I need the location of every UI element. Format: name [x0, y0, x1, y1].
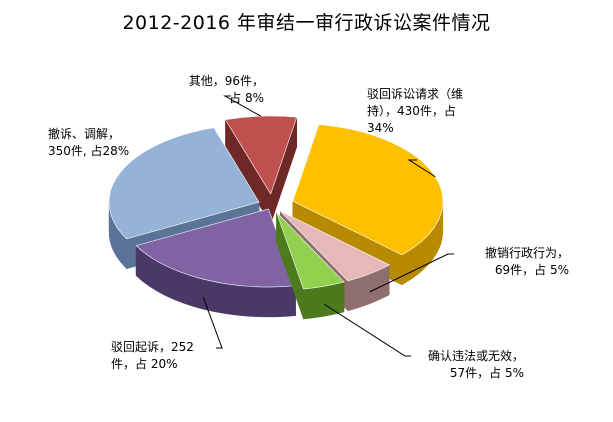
chart-title: 2012-2016 年审结一审行政诉讼案件情况 — [122, 12, 491, 34]
leader-line — [202, 297, 223, 349]
leader-line — [369, 253, 454, 293]
pie-slice-dismiss-suit — [135, 208, 296, 318]
data-label-withdraw-mediation: 撤诉、调解， 350件, 占28% — [48, 127, 130, 158]
leader-line — [323, 303, 411, 357]
pie-slice-confirm-illegal — [276, 211, 345, 320]
pie-slice-other — [224, 115, 298, 225]
leader-line — [407, 159, 436, 178]
data-label-confirm-illegal: 确认违法或无效， 57件，占 5% — [427, 349, 524, 380]
data-label-other: 其他，96件， 占 8% — [188, 74, 264, 105]
leader-line — [223, 95, 262, 117]
data-label-rejected-claims: 驳回诉讼请求（维 持），430件，占 34% — [367, 87, 464, 135]
data-label-dismiss-suit: 驳回起诉，252 件，占 20% — [111, 340, 194, 371]
data-label-revoke-action: 撤销行政行为， 69件，占 5% — [484, 246, 569, 277]
